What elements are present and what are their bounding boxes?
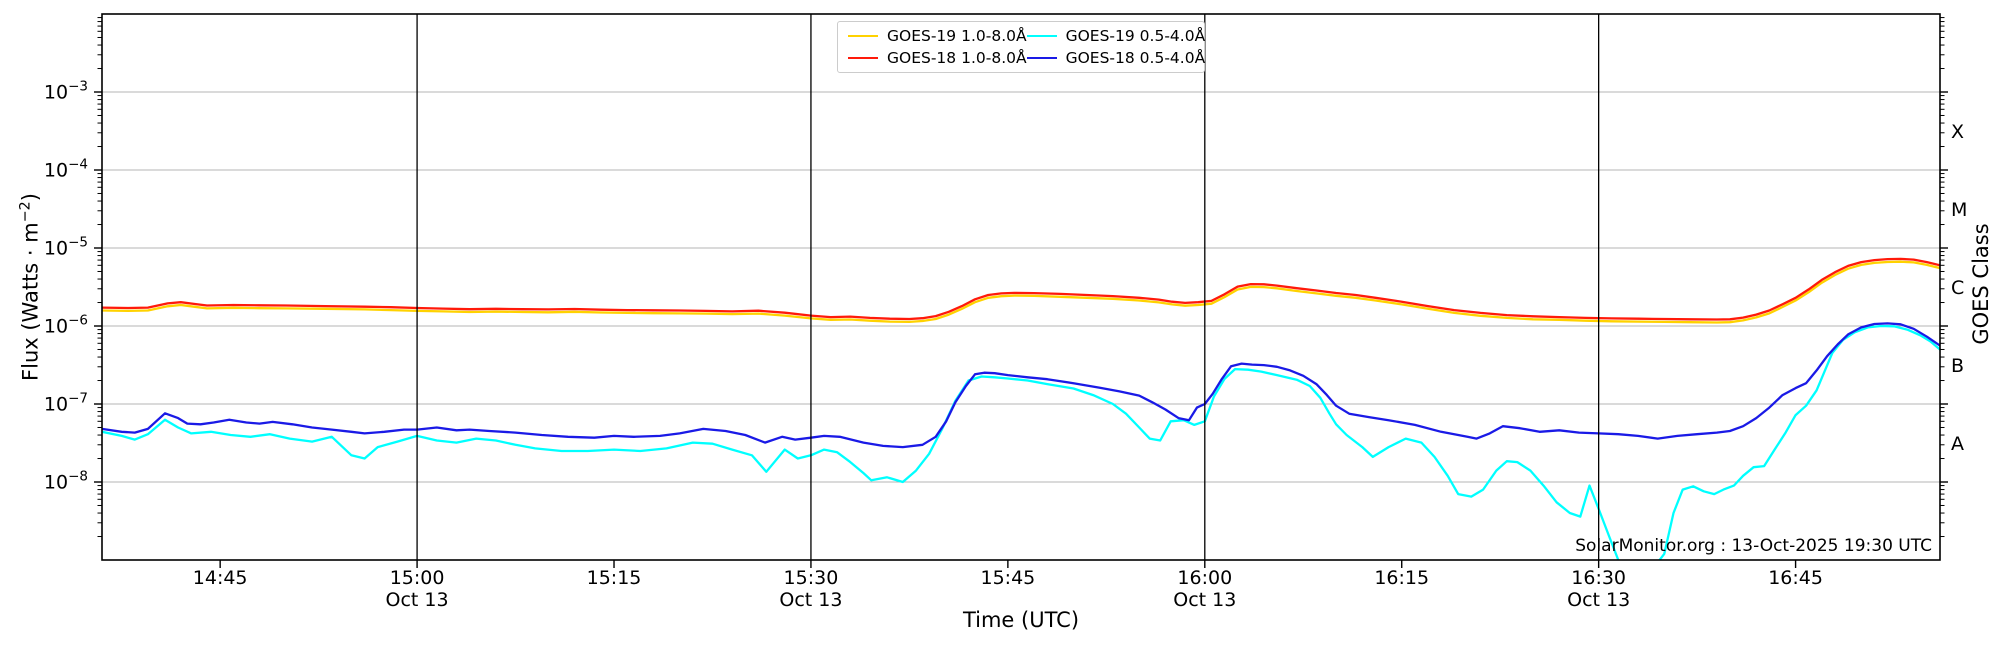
plot-frame (101, 13, 1941, 561)
legend-entry-goes19-long: GOES-19 1.0-8.0Å (848, 27, 1027, 45)
series-goes-18-1-0-8-0- (102, 257, 1940, 321)
source-annotation: SolarMonitor.org : 13-Oct-2025 19:30 UTC (1575, 536, 1932, 556)
x-tick-label: 15:00 (390, 567, 445, 589)
y-axis-title-exponent: −2 (17, 201, 34, 223)
right-axis-title: GOES Class (1969, 223, 1993, 345)
legend-entry-goes19-short: GOES-19 0.5-4.0Å (1026, 27, 1206, 45)
x-tick-label: 16:45 (1768, 567, 1823, 589)
y-tick-label: 10−4 (44, 157, 88, 182)
series-goes-19-1-0-8-0- (102, 260, 1940, 324)
x-tick-label: 15:45 (980, 567, 1035, 589)
series-goes-19-0-5-4-0- (102, 324, 1940, 560)
legend-label: GOES-18 1.0-8.0Å (887, 49, 1027, 67)
y-tick-label: 10−7 (44, 391, 88, 416)
series-goes-18-0-5-4-0- (102, 322, 1940, 449)
y-tick-label: 10−5 (44, 235, 88, 260)
x-tick-label: 15:15 (587, 567, 642, 589)
x-axis-title: Time (UTC) (962, 608, 1080, 632)
x-tick-date-label: Oct 13 (386, 589, 449, 611)
y-tick-label: 10−8 (44, 469, 88, 494)
legend-swatch-goes18-long-icon (848, 57, 878, 59)
x-tick-label: 16:15 (1374, 567, 1429, 589)
legend-label: GOES-19 0.5-4.0Å (1065, 27, 1206, 45)
legend-entry-goes18-long: GOES-18 1.0-8.0Å (848, 49, 1027, 67)
goes-class-label: X (1951, 121, 1964, 143)
x-tick-date-label: Oct 13 (779, 589, 842, 611)
x-tick-label: 14:45 (193, 567, 248, 589)
x-tick-label: 16:00 (1177, 567, 1232, 589)
y-tick-label: 10−6 (44, 313, 88, 338)
x-tick-date-label: Oct 13 (1173, 589, 1236, 611)
legend-swatch-goes19-long-icon (848, 35, 878, 37)
goes-class-label: A (1951, 433, 1964, 455)
x-tick-label: 16:30 (1571, 567, 1626, 589)
goes-class-label: M (1951, 199, 1967, 221)
legend-label: GOES-19 1.0-8.0Å (887, 27, 1027, 45)
y-axis-title: Flux (Watts · m−2) (18, 193, 43, 381)
legend-swatch-goes19-short-icon (1026, 35, 1057, 37)
legend-entry-goes18-short: GOES-18 0.5-4.0Å (1026, 49, 1206, 67)
legend-swatch-goes18-short-icon (1026, 57, 1057, 59)
x-tick-date-label: Oct 13 (1567, 589, 1630, 611)
legend-label: GOES-18 0.5-4.0Å (1065, 49, 1206, 67)
y-tick-label: 10−3 (44, 79, 88, 104)
y-axis-title-text: Flux (Watts · m (18, 222, 43, 381)
goes-class-label: C (1951, 277, 1964, 299)
x-tick-label: 15:30 (784, 567, 839, 589)
legend: GOES-19 1.0-8.0Å GOES-18 1.0-8.0Å GOES-1… (837, 21, 1205, 73)
goes-class-label: B (1951, 355, 1964, 377)
y-axis-title-close: ) (18, 193, 43, 202)
